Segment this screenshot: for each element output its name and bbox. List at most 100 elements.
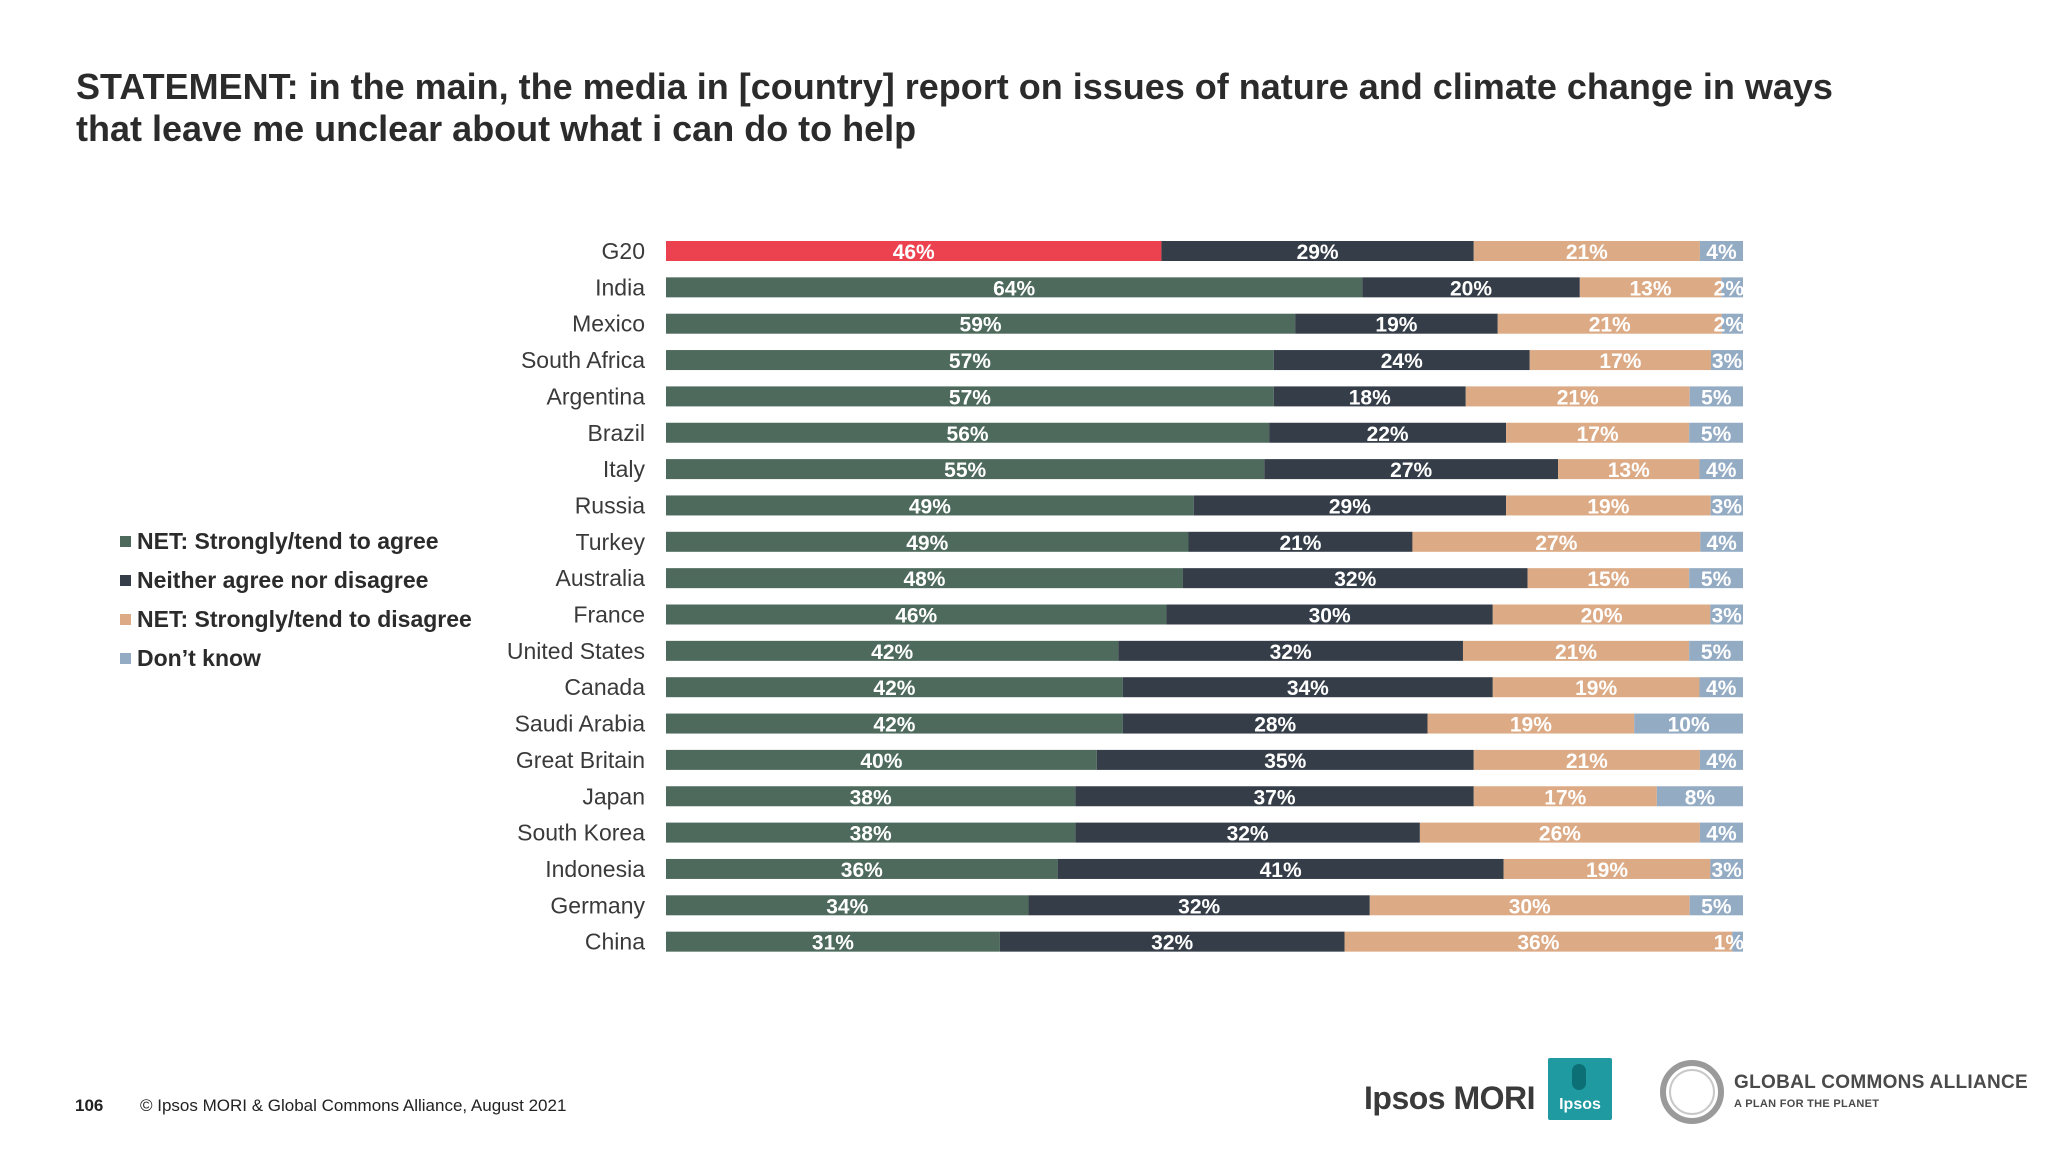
- bar-brazil-disagree: [1506, 422, 1690, 443]
- gca-logo-subtitle: A PLAN FOR THE PLANET: [1734, 1098, 1880, 1110]
- value-label-saudi-arabia-dont-know: 10%: [1668, 714, 1710, 737]
- legend-item-dont-know: Don’t know: [120, 639, 472, 678]
- bar-china-dont-know: [1732, 931, 1743, 952]
- category-label-japan: Japan: [582, 783, 645, 809]
- bar-italy-agree: [666, 459, 1265, 480]
- value-label-france-neither: 30%: [1309, 605, 1351, 628]
- ipsos-mark-icon: [1572, 1064, 1586, 1090]
- bar-italy-neither: [1264, 459, 1559, 480]
- category-label-great-britain: Great Britain: [516, 747, 645, 773]
- value-label-united-states-disagree: 21%: [1555, 641, 1597, 664]
- bar-great-britain-agree: [666, 749, 1097, 770]
- value-label-indonesia-agree: 36%: [841, 859, 883, 882]
- bar-saudi-arabia-agree: [666, 713, 1123, 734]
- value-label-great-britain-agree: 40%: [860, 750, 902, 773]
- bar-canada-disagree: [1492, 677, 1700, 698]
- bar-g20-neither: [1161, 241, 1474, 261]
- value-label-russia-disagree: 19%: [1587, 495, 1629, 518]
- legend-item-neither: Neither agree nor disagree: [120, 561, 472, 600]
- bar-france-dont-know: [1710, 604, 1743, 625]
- value-label-brazil-disagree: 17%: [1577, 423, 1619, 446]
- value-label-turkey-neither: 21%: [1279, 532, 1321, 555]
- category-label-mexico: Mexico: [572, 311, 645, 337]
- value-label-japan-neither: 37%: [1253, 786, 1295, 809]
- category-label-australia: Australia: [556, 565, 646, 591]
- bar-china-neither: [999, 931, 1345, 952]
- bar-china-disagree: [1344, 931, 1733, 952]
- bar-mexico-agree: [666, 313, 1296, 334]
- value-label-mexico-dont-know: 2%: [1714, 314, 1745, 337]
- legend-label-neither: Neither agree nor disagree: [137, 567, 429, 593]
- value-label-south-africa-dont-know: 3%: [1712, 350, 1743, 373]
- bar-mexico-neither: [1295, 313, 1498, 334]
- bar-argentina-dont-know: [1689, 386, 1743, 407]
- gca-logo-title: GLOBAL COMMONS ALLIANCE: [1734, 1072, 2028, 1093]
- legend-swatch-dont-know: [120, 653, 131, 664]
- value-label-japan-agree: 38%: [850, 786, 892, 809]
- value-label-indonesia-disagree: 19%: [1586, 859, 1628, 882]
- bar-indonesia-disagree: [1503, 858, 1711, 879]
- bar-great-britain-dont-know: [1699, 749, 1743, 770]
- category-label-g20: G20: [602, 238, 645, 264]
- value-label-united-states-agree: 42%: [871, 641, 913, 664]
- bar-turkey-neither: [1188, 531, 1413, 552]
- value-label-mexico-neither: 19%: [1375, 314, 1417, 337]
- value-label-saudi-arabia-neither: 28%: [1254, 714, 1296, 737]
- value-label-brazil-dont-know: 5%: [1701, 423, 1732, 446]
- legend-item-agree: NET: Strongly/tend to agree: [120, 522, 472, 561]
- value-label-canada-dont-know: 4%: [1706, 677, 1737, 700]
- bar-brazil-agree: [666, 422, 1270, 443]
- bar-india-neither: [1362, 277, 1580, 298]
- bar-turkey-dont-know: [1700, 531, 1743, 552]
- bar-south-africa-dont-know: [1711, 350, 1743, 371]
- value-label-argentina-agree: 57%: [949, 386, 991, 409]
- value-label-brazil-neither: 22%: [1367, 423, 1409, 446]
- bar-australia-dont-know: [1689, 568, 1743, 589]
- legend-label-disagree: NET: Strongly/tend to disagree: [137, 606, 472, 632]
- bar-great-britain-neither: [1096, 749, 1474, 770]
- bar-south-africa-disagree: [1529, 350, 1712, 371]
- value-label-turkey-disagree: 27%: [1535, 532, 1577, 555]
- category-label-south-africa: South Africa: [521, 347, 645, 373]
- bar-saudi-arabia-neither: [1122, 713, 1428, 734]
- bar-italy-dont-know: [1699, 459, 1743, 480]
- bar-russia-disagree: [1506, 495, 1711, 516]
- bar-germany-agree: [666, 895, 1029, 916]
- category-label-canada: Canada: [564, 674, 645, 700]
- ipsos-mori-logo: Ipsos MORI: [1364, 1080, 1536, 1116]
- value-label-argentina-neither: 18%: [1349, 386, 1391, 409]
- value-label-south-africa-disagree: 17%: [1599, 350, 1641, 373]
- legend: NET: Strongly/tend to agree Neither agre…: [120, 522, 472, 678]
- bar-south-africa-agree: [666, 350, 1274, 371]
- value-label-russia-dont-know: 3%: [1712, 495, 1743, 518]
- value-label-australia-disagree: 15%: [1587, 568, 1629, 591]
- bar-india-dont-know: [1721, 277, 1743, 298]
- value-label-south-korea-dont-know: 4%: [1706, 823, 1737, 846]
- value-label-canada-agree: 42%: [873, 677, 915, 700]
- bar-france-neither: [1166, 604, 1493, 625]
- bar-japan-dont-know: [1656, 786, 1743, 807]
- bar-argentina-agree: [666, 386, 1274, 407]
- bar-japan-agree: [666, 786, 1076, 807]
- bar-segments: [666, 241, 1743, 952]
- value-label-g20-disagree: 21%: [1566, 241, 1608, 264]
- bar-indonesia-agree: [666, 858, 1058, 879]
- bar-great-britain-disagree: [1473, 749, 1700, 770]
- value-label-germany-neither: 32%: [1178, 895, 1220, 918]
- bar-argentina-neither: [1273, 386, 1466, 407]
- value-label-south-africa-neither: 24%: [1381, 350, 1423, 373]
- category-labels: G20 India Mexico South Africa Argentina Brazi…: [507, 238, 646, 955]
- page-title-line-2: that leave me unclear about what i can d…: [76, 108, 917, 149]
- value-label-g20-neither: 29%: [1297, 241, 1339, 264]
- value-label-brazil-agree: 56%: [947, 423, 989, 446]
- value-label-germany-disagree: 30%: [1509, 895, 1551, 918]
- bar-russia-dont-know: [1710, 495, 1743, 516]
- value-label-canada-disagree: 19%: [1575, 677, 1617, 700]
- bar-south-korea-dont-know: [1699, 822, 1743, 843]
- value-label-canada-neither: 34%: [1287, 677, 1329, 700]
- bar-mexico-disagree: [1497, 313, 1722, 334]
- bar-argentina-disagree: [1465, 386, 1690, 407]
- value-label-italy-dont-know: 4%: [1706, 459, 1737, 482]
- value-label-south-korea-disagree: 26%: [1539, 823, 1581, 846]
- ipsos-badge-logo: Ipsos: [1548, 1058, 1612, 1120]
